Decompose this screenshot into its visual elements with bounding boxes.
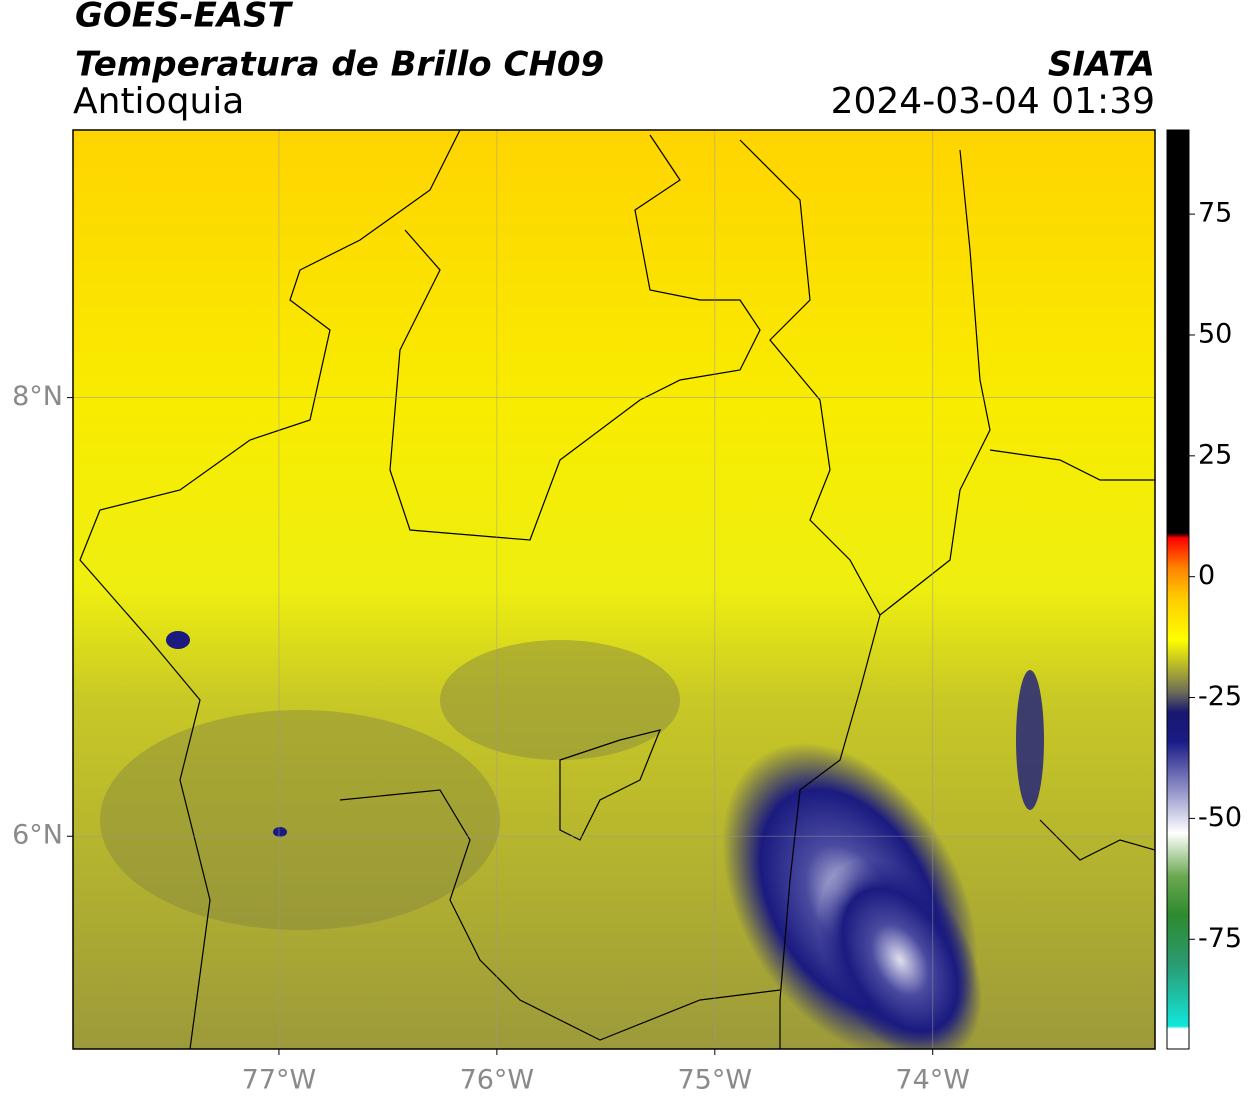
title: GOES-EAST [75, 0, 294, 36]
y-tick-label: 6°N [12, 820, 63, 851]
colorbar [1166, 129, 1190, 1050]
colorbar-tick-label: -50 [1198, 802, 1242, 833]
region: Antioquia [73, 81, 244, 122]
colorbar-tick-label: 75 [1198, 198, 1232, 229]
colorbar-tick-label: 25 [1198, 439, 1232, 470]
source: SIATA [1048, 45, 1155, 85]
satellite-image [73, 130, 1155, 1049]
map-frame [72, 129, 1156, 1050]
colorbar-tick-label: -75 [1198, 923, 1242, 954]
x-tick-label: 74°W [895, 1065, 970, 1096]
timestamp: 2024-03-04 01:39 [831, 81, 1155, 122]
colorbar-tick-label: -25 [1198, 681, 1242, 712]
grid [73, 130, 1155, 1049]
x-tick-label: 77°W [242, 1065, 317, 1096]
x-tick-label: 75°W [678, 1065, 753, 1096]
subtitle: Temperatura de Brillo CH09 [75, 45, 604, 85]
x-tick-label: 76°W [460, 1065, 535, 1096]
colorbar-tick-label: 0 [1198, 560, 1215, 591]
colorbar-tick-label: 50 [1198, 318, 1232, 349]
y-tick-label: 8°N [12, 381, 63, 412]
